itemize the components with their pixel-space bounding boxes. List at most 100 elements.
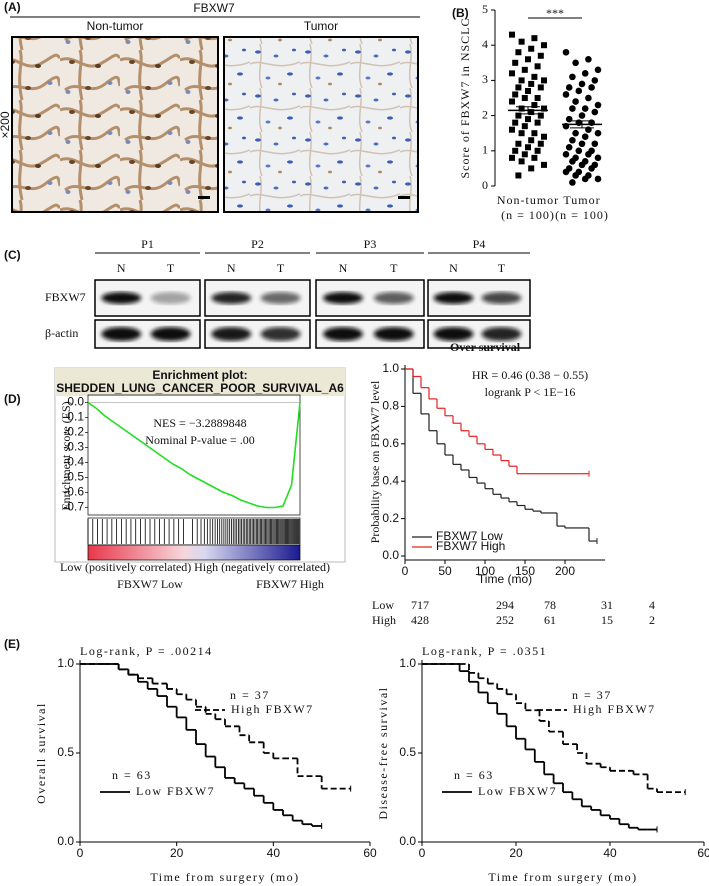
dot (521, 123, 528, 130)
y-tick-label: 0.0 (57, 834, 74, 848)
dot (515, 140, 522, 147)
es-curve (87, 401, 301, 509)
dot (534, 63, 541, 70)
error-bar (516, 106, 540, 115)
chart-subtitle: SHEDDEN_LUNG_CANCER_POOR_SURVIVAL_A6 (56, 381, 344, 395)
y-tick-label: 5 (482, 2, 488, 16)
y-tick-label: 0.0 (67, 395, 84, 409)
ihc-image-non-tumor (11, 36, 219, 213)
risk-count: 428 (411, 613, 429, 627)
blot-band (433, 292, 474, 304)
patient-label: P3 (364, 237, 377, 251)
dot (562, 48, 570, 56)
dot (528, 137, 535, 144)
dot (537, 112, 544, 119)
dot (581, 133, 589, 141)
x-axis-label: Time from surgery (mo) (150, 870, 299, 884)
y-tick-label: -0.6 (63, 485, 84, 499)
blot-band (211, 327, 252, 341)
dot (534, 147, 541, 154)
dot (578, 140, 586, 148)
dot (541, 42, 547, 49)
group-label: FBXW7 High (256, 577, 324, 591)
y-tick-label: 4 (482, 37, 488, 51)
dot (537, 52, 544, 59)
panel-title: FBXW7 (193, 1, 235, 15)
dot (565, 84, 573, 91)
dot (581, 175, 589, 183)
axes (79, 660, 370, 843)
blot-band (373, 327, 414, 341)
blot-row-label: β-actin (45, 326, 78, 340)
dot (594, 175, 602, 183)
dot (581, 70, 589, 77)
x-tick-label: 20 (170, 846, 184, 860)
x-axis-label: Time from surgery (mo) (488, 870, 637, 884)
blot-band (481, 327, 522, 341)
dot (594, 129, 602, 137)
magnification: ×200 (0, 111, 12, 138)
y-tick-label: 1.0 (399, 656, 416, 670)
dot (509, 126, 515, 133)
n-label: n = 63 (454, 768, 494, 782)
x-tick-label: 100 (475, 564, 495, 578)
dot (509, 154, 515, 161)
x-tick-label: 50 (438, 564, 452, 578)
gsea-header (55, 368, 345, 396)
y-tick-label: 0.2 (382, 511, 399, 525)
y-tick-label: -0.2 (63, 425, 84, 439)
annotation: Log-rank, P = .0351 (422, 644, 547, 658)
lane-label: T (277, 261, 285, 275)
x-tick-label: 150 (515, 564, 535, 578)
dot (518, 158, 525, 165)
y-tick-label: 1.0 (57, 656, 74, 670)
dot (581, 105, 589, 112)
y-tick-label: 0.8 (382, 399, 399, 413)
dot (509, 31, 515, 38)
blot-band (260, 292, 301, 304)
plot-frame (87, 394, 301, 516)
lane-label: T (498, 261, 506, 275)
lane-label: N (227, 261, 236, 275)
dot (512, 147, 519, 154)
dot (528, 109, 535, 116)
y-tick-label: -0.7 (63, 500, 84, 514)
lane-label: N (449, 261, 458, 275)
dot (518, 77, 525, 84)
x-tick-label: 0 (402, 564, 409, 578)
x-tick-label: 0 (419, 846, 426, 860)
patient-label: P2 (251, 237, 264, 251)
dot (585, 94, 592, 102)
blot-band (433, 327, 474, 341)
scale-bar (198, 196, 210, 199)
y-axis-label: Disease-free survival (376, 686, 390, 819)
dot (572, 129, 579, 137)
dot (541, 161, 547, 168)
legend-label: High FBXW7 (231, 702, 314, 716)
blot-band (323, 327, 363, 341)
blot-band (373, 292, 414, 304)
x-tick-label: Tumor (563, 193, 600, 207)
dot (537, 84, 544, 91)
dot (525, 87, 531, 94)
risk-count: 252 (496, 613, 514, 627)
risk-count: 2 (649, 613, 655, 627)
dot (578, 161, 586, 169)
x-tick-label: 40 (603, 846, 617, 860)
risk-count: 15 (601, 613, 613, 627)
y-tick-label: 1 (482, 143, 488, 157)
dot (562, 168, 570, 176)
dot (521, 66, 528, 73)
x-tick-label: 200 (555, 564, 575, 578)
blot-band (101, 292, 142, 304)
annotation: HR = 0.46 (0.38 − 0.55) (472, 368, 588, 382)
group-label: FBXW7 Low (117, 577, 183, 591)
x-tick-label: 60 (697, 846, 709, 860)
lane-label: N (117, 261, 126, 275)
y-tick-label: 3 (482, 72, 488, 86)
error-bar (570, 120, 594, 129)
risk-count: 717 (411, 598, 429, 612)
dot (515, 112, 522, 119)
lane-label: T (167, 261, 175, 275)
annotation: Nominal P-value = .00 (145, 433, 254, 447)
